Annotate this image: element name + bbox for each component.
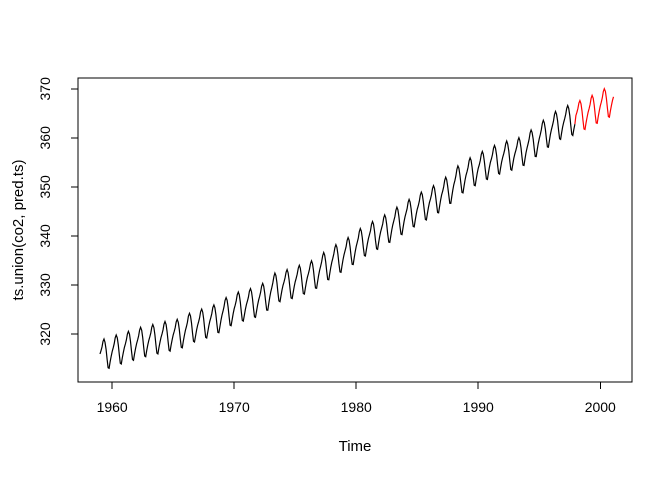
x-tick-label: 1960 — [97, 399, 128, 415]
x-axis-ticks: 1960 1970 1980 1990 2000 — [97, 382, 616, 415]
x-tick-label: 1970 — [219, 399, 250, 415]
y-tick-label: 320 — [37, 322, 53, 346]
x-tick-label: 1990 — [463, 399, 494, 415]
x-axis-title: Time — [339, 438, 372, 455]
y-axis-title: ts.union(co2, pred.ts) — [10, 160, 27, 301]
x-tick-label: 2000 — [585, 399, 616, 415]
co2-series-line — [99, 103, 576, 370]
x-tick-label: 1980 — [341, 399, 372, 415]
y-tick-label: 350 — [37, 175, 53, 199]
y-tick-label: 370 — [37, 77, 53, 101]
y-tick-label: 340 — [37, 224, 53, 248]
prediction-series-line — [574, 86, 615, 131]
y-axis-ticks: 320 330 340 350 360 370 — [37, 77, 78, 346]
series-lines — [99, 86, 615, 370]
plot-area — [77, 77, 633, 383]
y-tick-label: 360 — [37, 126, 53, 150]
y-tick-label: 330 — [37, 273, 53, 297]
